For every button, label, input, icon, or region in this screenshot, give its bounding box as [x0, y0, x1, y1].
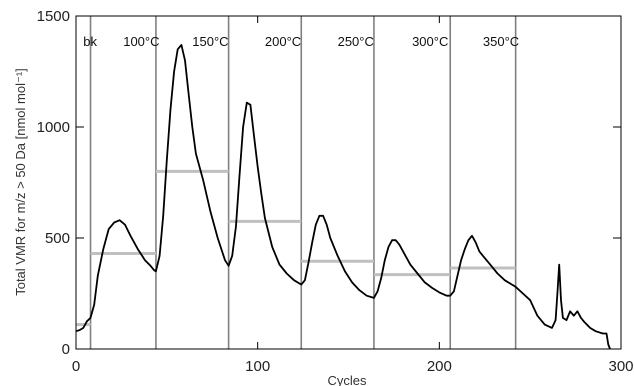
- region-label: 300°C: [412, 34, 448, 49]
- plot-border: [75, 15, 622, 350]
- y-tick-label: 500: [45, 230, 70, 247]
- region-label: 200°C: [265, 34, 301, 49]
- y-tick-label: 0: [62, 341, 70, 358]
- series-line: [75, 44, 611, 350]
- x-tick-label: 300: [608, 358, 633, 375]
- series-layer: [75, 44, 611, 350]
- x-tick-label: 100: [245, 358, 270, 375]
- region-label: bk: [83, 34, 97, 49]
- y-axis-label: Total VMR for m/z > 50 Da [nmol mol⁻¹]: [13, 68, 28, 296]
- x-axis-label: Cycles: [327, 373, 367, 386]
- tick-layer: 0 100 200 300 0 500 1000 1500: [37, 8, 634, 375]
- x-tick-label: 200: [427, 358, 452, 375]
- region-label: 100°C: [123, 34, 159, 49]
- y-tick-label: 1500: [37, 8, 70, 25]
- region-label: 350°C: [483, 34, 519, 49]
- y-tick-label: 1000: [37, 119, 70, 136]
- region-label: 150°C: [192, 34, 228, 49]
- x-tick-label: 0: [72, 358, 80, 375]
- plot-frame: [75, 15, 622, 350]
- region-label: 250°C: [338, 34, 374, 49]
- region-layer: bk 100°C 150°C 200°C 250°C 300°C 350°C: [76, 16, 519, 349]
